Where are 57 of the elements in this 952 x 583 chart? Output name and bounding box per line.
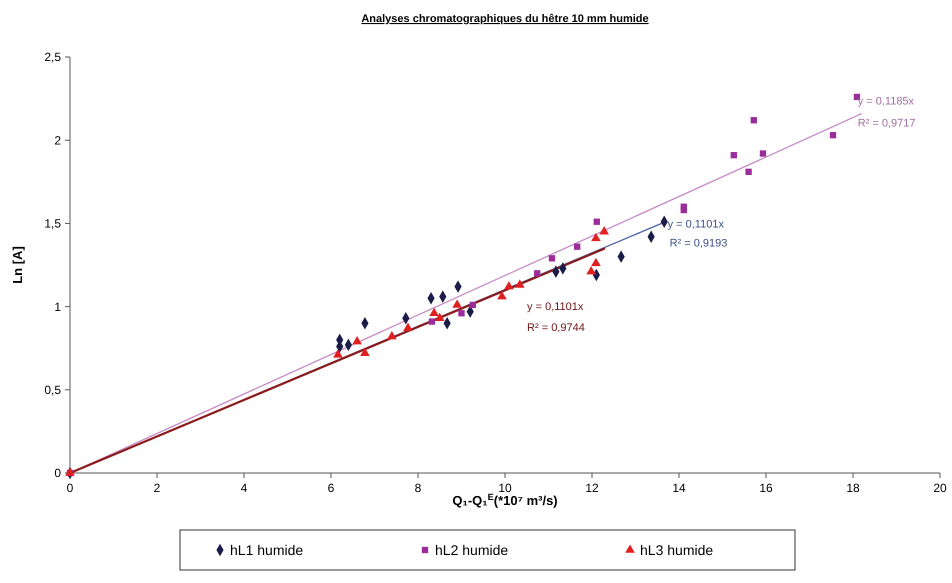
annotation: y = 0,1185x bbox=[858, 95, 915, 108]
annotation: y = 0,1101x bbox=[668, 218, 724, 230]
point bbox=[429, 308, 439, 316]
point bbox=[730, 152, 737, 158]
point bbox=[586, 266, 596, 274]
y-axis-title: Ln [A] bbox=[10, 246, 25, 284]
x-axis-title: Q₁-Q₁$^{E}$(*10⁷ m³/s) bbox=[452, 492, 558, 508]
x-tick-label: 10 bbox=[498, 481, 512, 495]
legend-label: hL1 humide bbox=[230, 542, 304, 558]
y-tick-label: 1,5 bbox=[44, 216, 62, 231]
x-tick-label: 2 bbox=[154, 481, 161, 495]
y-tick-label: 0,5 bbox=[44, 383, 62, 397]
point bbox=[504, 281, 514, 290]
point bbox=[428, 318, 436, 325]
x-tick-label: 4 bbox=[240, 481, 248, 495]
point bbox=[534, 270, 540, 276]
point bbox=[591, 258, 601, 266]
point bbox=[594, 218, 600, 225]
point bbox=[574, 244, 580, 250]
x-tick-label: 18 bbox=[846, 481, 860, 495]
chart-title: Analyses chromatographiques du hêtre 10 mm humide bbox=[361, 13, 649, 25]
x-tick-label: 20 bbox=[933, 481, 947, 495]
point bbox=[458, 310, 465, 316]
legend-label: hL3 humide bbox=[640, 542, 714, 558]
point bbox=[548, 255, 556, 262]
x-tick-label: 16 bbox=[759, 481, 773, 495]
point bbox=[680, 206, 687, 214]
annotation: y = 0,1101x bbox=[527, 301, 584, 314]
point bbox=[470, 302, 476, 308]
point bbox=[745, 168, 752, 175]
point bbox=[750, 117, 757, 124]
annotation: R² = 0,9193 bbox=[670, 237, 728, 250]
y-tick-label: 1 bbox=[54, 300, 62, 314]
annotation: R² = 0,9717 bbox=[858, 117, 916, 130]
y-tick-label: 0 bbox=[54, 466, 62, 480]
y-tick-label: 2 bbox=[54, 133, 62, 148]
x-tick-label: 8 bbox=[414, 481, 422, 495]
point bbox=[403, 322, 413, 332]
point bbox=[387, 331, 397, 340]
point bbox=[760, 150, 766, 157]
point bbox=[497, 291, 507, 300]
point bbox=[352, 336, 362, 344]
point bbox=[452, 299, 462, 308]
point bbox=[830, 132, 836, 138]
legend-label: hL2 humide bbox=[435, 542, 508, 558]
point bbox=[599, 226, 609, 234]
point bbox=[360, 348, 370, 356]
y-tick-label: 2,5 bbox=[44, 50, 62, 64]
annotation: R² = 0,9744 bbox=[527, 322, 585, 334]
x-tick-label: 6 bbox=[328, 481, 335, 495]
point bbox=[514, 279, 525, 288]
point bbox=[434, 312, 445, 322]
point bbox=[591, 232, 601, 242]
x-tick-label: 0 bbox=[66, 481, 74, 495]
x-tick-label: 14 bbox=[672, 481, 686, 495]
point bbox=[333, 349, 343, 358]
x-tick-label: 12 bbox=[585, 481, 599, 495]
